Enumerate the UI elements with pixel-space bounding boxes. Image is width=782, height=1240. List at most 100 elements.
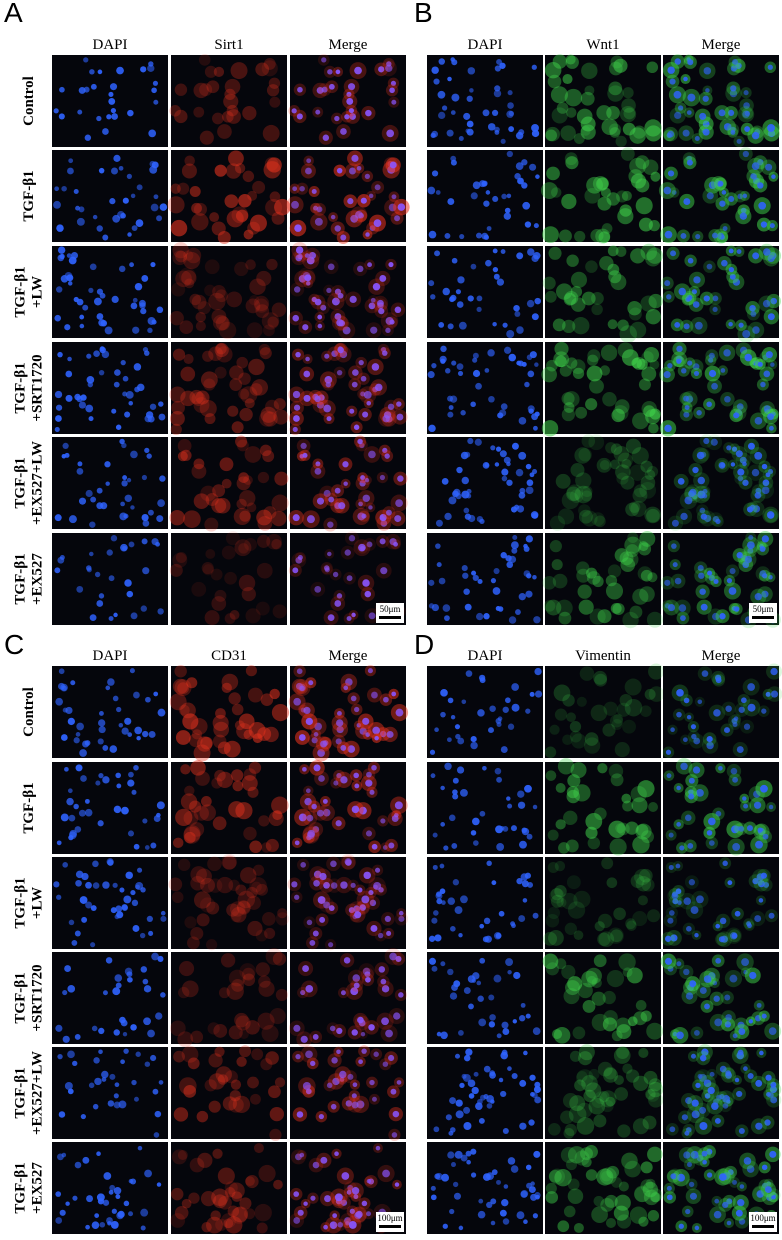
cell-signal [213,1024,228,1038]
nucleus [388,1054,395,1062]
cell-signal [241,586,256,602]
nucleus [726,1220,732,1226]
cell-signal [220,1213,237,1229]
nucleus [368,193,374,199]
nucleus [299,685,305,691]
nucleus [441,105,448,111]
nucleus [759,570,767,577]
cell-signal [644,469,656,481]
nucleus [667,363,673,369]
nucleus [686,294,693,302]
nucleus [502,826,509,832]
nucleus [717,232,725,240]
nucleus [765,691,771,697]
nucleus [712,980,718,986]
nucleus [684,814,692,822]
nucleus [683,198,691,205]
nucleus [484,368,490,373]
nucleus [155,541,160,547]
nucleus [721,190,727,195]
cell-signal [228,1097,244,1113]
nucleus [738,706,745,713]
nucleus [666,773,672,779]
nucleus [158,413,166,421]
cell-signal [576,1069,594,1087]
nucleus [111,167,119,175]
cell-signal [169,386,186,403]
cell-signal [265,948,283,965]
cell-signal [606,969,625,988]
nucleus [699,507,706,514]
nucleus [343,957,351,964]
nucleus [739,1184,745,1189]
cell-signal [196,736,213,752]
cell-signal [576,568,591,583]
nucleus [92,860,99,868]
nucleus [520,1190,529,1198]
cell-signal [207,878,223,893]
cell-signal [562,694,575,707]
nucleus [314,395,321,403]
cell-signal [596,177,609,191]
nucleus [738,322,744,328]
nucleus [768,575,773,580]
micrograph [663,758,779,856]
nucleus [362,411,369,418]
nucleus [94,1077,102,1086]
cell-signal [569,721,582,733]
cell-signal [617,208,634,225]
cell-signal [620,475,635,490]
nucleus [669,910,675,916]
nucleus [293,697,302,706]
cell-signal [561,392,575,406]
nucleus [334,600,342,607]
cell-signal [264,927,276,939]
nucleus [741,697,747,704]
cell-signal [551,107,568,124]
nucleus [762,479,770,487]
nucleus [489,1014,496,1021]
nucleus [719,1065,727,1073]
nucleus [463,1122,472,1130]
cell-signal [247,1076,259,1089]
nucleus [124,494,133,503]
nucleus [754,915,762,923]
cell-signal [181,1045,199,1063]
nucleus [313,732,319,737]
image-background [545,666,661,758]
nucleus [677,105,684,111]
nucleus [715,518,721,524]
nucleus [382,415,390,423]
nucleus [389,87,395,94]
nucleus [679,845,685,851]
nucleus [346,575,353,582]
cell-signal [245,665,257,677]
nucleus [531,1092,538,1099]
nucleus [501,1199,509,1207]
nucleus [467,437,474,445]
nucleus [297,86,303,93]
nucleus [310,1195,316,1201]
image-background [545,437,661,529]
nucleus [744,126,751,132]
nucleus [431,130,439,138]
nucleus [702,95,709,102]
cell-signal [186,936,200,950]
nucleus [700,513,708,520]
nucleus [340,776,348,784]
nucleus [68,919,75,926]
micrograph [52,762,168,854]
row-label: +SRT1720 [30,964,46,1031]
cell-signal [205,493,219,507]
nucleus [515,162,524,170]
cell-signal [240,386,258,404]
nucleus [489,705,496,712]
cell-signal [204,284,216,297]
nucleus [133,764,139,771]
nucleus [383,696,389,703]
cell-signal [574,1079,586,1092]
nucleus [396,1080,402,1085]
row-label: TGF-β1 [13,1067,29,1118]
nucleus [696,451,705,460]
cell-signal [585,1169,598,1181]
